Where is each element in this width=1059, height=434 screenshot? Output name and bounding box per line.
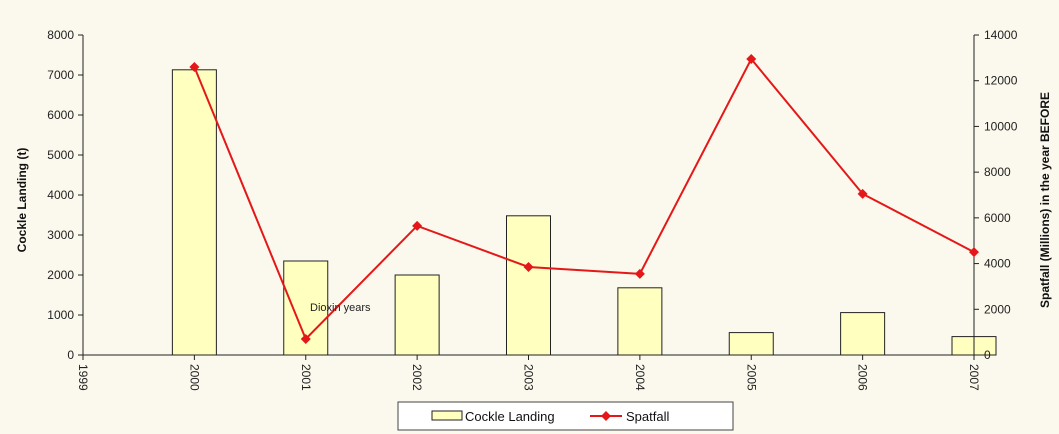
- y-right-tick-label: 8000: [984, 165, 1011, 179]
- y-left-tick-label: 3000: [47, 228, 74, 242]
- bar-cockle-landing-2006: [840, 312, 886, 356]
- bar-cockle-landing-2003: [506, 215, 551, 356]
- legend-swatch-cockle-landing: [431, 410, 463, 421]
- bar-cockle-landing-2004: [617, 287, 663, 356]
- y-left-tick-label: 5000: [47, 148, 74, 162]
- x-tick-label: 2004: [633, 364, 647, 391]
- y-left-tick-label: 6000: [47, 108, 74, 122]
- point-spatfall-2003: [523, 262, 534, 272]
- x-tick-label: 2000: [187, 364, 201, 391]
- y-right-tick-label: 4000: [984, 257, 1011, 271]
- annotation-dioxin-years: Dioxin years: [310, 302, 371, 314]
- bar-cockle-landing-2000: [171, 69, 217, 356]
- x-tick-label: 2006: [856, 364, 870, 391]
- point-spatfall-2004: [634, 268, 645, 279]
- y-right-tick-label: 14000: [984, 28, 1018, 42]
- legend: Cockle Landing Spatfall: [397, 401, 734, 431]
- y-left-tick-label: 4000: [47, 188, 74, 202]
- x-tick-label: 1999: [76, 364, 90, 391]
- y-right-tick-label: 2000: [984, 302, 1011, 316]
- y-right-tick-label: 0: [984, 348, 991, 362]
- y-right-tick-label: 6000: [984, 211, 1011, 225]
- line-spatfall: [193, 57, 975, 341]
- line-layer: [189, 54, 979, 344]
- point-spatfall-2005: [746, 54, 757, 64]
- y-left-tick-label: 0: [67, 348, 74, 362]
- y-left-tick-label: 7000: [47, 68, 74, 82]
- bar-cockle-landing-2002: [394, 274, 440, 356]
- y-left-tick-label: 1000: [47, 308, 74, 322]
- point-spatfall-2006: [857, 188, 868, 199]
- y-left-tick-label: 2000: [47, 268, 74, 282]
- legend-marker-spatfall: [601, 411, 611, 421]
- point-spatfall-2002: [412, 220, 423, 231]
- x-tick-label: 2002: [410, 364, 424, 391]
- x-tick-label: 2007: [967, 364, 981, 391]
- axes-layer: 0 1000 2000 3000 4000 5000 6000 7000 8000 0 2000 40…: [47, 28, 1017, 391]
- legend-label-cockle-landing: Cockle Landing: [465, 409, 555, 424]
- point-spatfall-2001: [300, 334, 311, 344]
- y-axis-right-label: Spatfall (Millions) in the year BEFORE: [1038, 92, 1052, 308]
- bar-cockle-landing-2005: [728, 332, 774, 356]
- legend-label-spatfall: Spatfall: [626, 409, 669, 424]
- x-tick-label: 2003: [522, 364, 536, 391]
- y-axis-left-label: Cockle Landing (t): [15, 148, 29, 253]
- x-tick-label: 2005: [744, 364, 758, 391]
- point-spatfall-2000: [189, 62, 200, 72]
- y-right-tick-label: 10000: [984, 119, 1018, 133]
- point-spatfall-2007: [969, 247, 979, 258]
- x-tick-label: 2001: [299, 364, 313, 391]
- y-right-tick-label: 12000: [984, 74, 1018, 88]
- bars-layer: [171, 69, 997, 356]
- y-left-tick-label: 8000: [47, 28, 74, 42]
